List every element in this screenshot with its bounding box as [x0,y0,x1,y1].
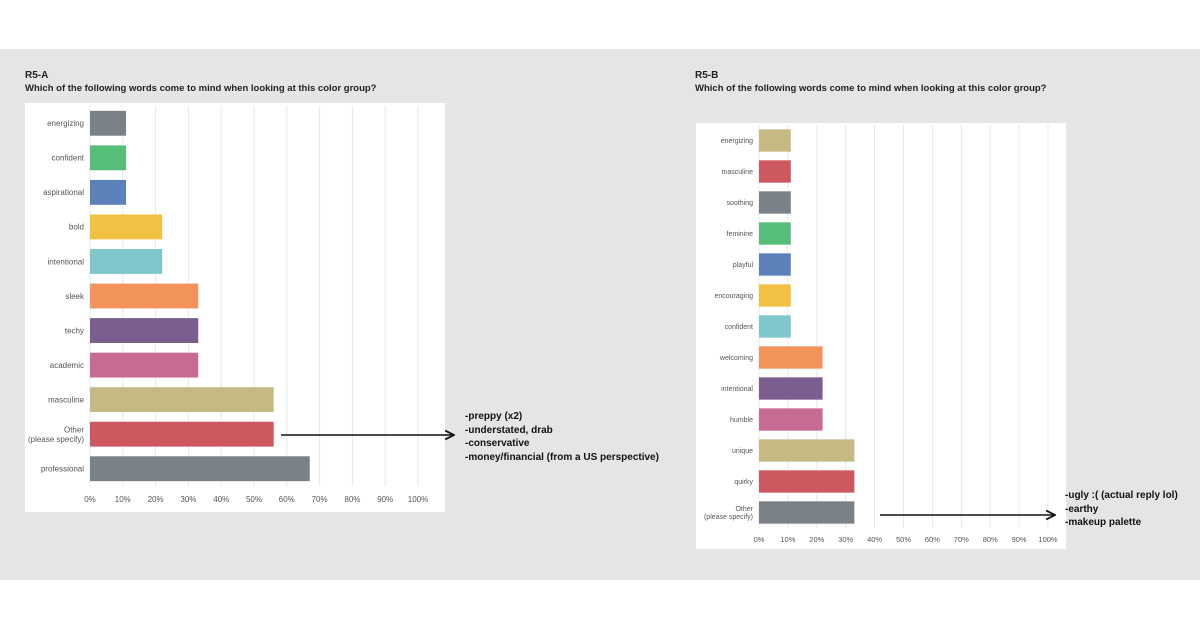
bar [90,456,310,482]
category-label: techy [65,326,84,335]
panel-b-annotation: -ugly :( (actual reply lol) -earthy -mak… [1065,489,1178,530]
category-label: sleek [65,292,85,301]
x-tick-label: 90% [377,495,393,504]
x-tick-label: 20% [809,535,824,544]
bar [759,284,791,307]
bar [90,421,274,447]
x-tick-label: 80% [983,535,998,544]
panel-a-chart-card: 0% 10% 20% 30% 40% 50% 60% 70% 80% 90% 100% energiz… [25,103,445,512]
category-label: Other (please specify) [28,426,84,444]
x-tick-label: 40% [867,535,882,544]
x-tick-label: 60% [279,495,295,504]
category-label: masculine [721,169,753,176]
category-label: confident [725,324,753,331]
x-tick-label: 0% [754,535,765,544]
bar [90,249,163,274]
x-tick-label: 50% [896,535,911,544]
category-label: intentional [721,386,753,393]
category-label: intentional [48,257,85,266]
category-label: quirky [734,479,753,486]
category-label: academic [50,361,84,370]
category-label: aspirational [43,188,84,197]
bar [90,110,127,136]
bar [90,214,163,240]
category-label: energizing [721,138,753,145]
bar [759,470,855,493]
bar [759,253,791,276]
bar [759,160,791,183]
x-tick-label: 30% [838,535,853,544]
bar [759,191,791,214]
category-label: welcoming [719,355,753,362]
bar [759,346,823,369]
x-tick-label: 90% [1012,535,1027,544]
panel-a-question: Which of the following words come to min… [25,83,377,94]
category-label: professional [41,465,84,474]
annotation-line: -ugly :( (actual reply lol) [1065,490,1178,501]
category-label: masculine [48,395,85,404]
category-label: Other (please specify) [704,506,754,521]
panel-b-question: Which of the following words come to min… [695,83,1047,94]
bar [759,408,823,431]
category-label: energizing [47,119,84,128]
bar [759,129,791,152]
category-label: unique [732,448,753,455]
bar [90,145,127,171]
bar [759,439,855,462]
x-tick-label: 70% [312,495,328,504]
annotation-line: -conservative [465,438,530,449]
bar [90,179,127,205]
panel-b-chart-card: 0% 10% 20% 30% 40% 50% 60% 70% 80% 90% 100% energiz… [696,123,1066,549]
annotation-line: -preppy (x2) [465,411,523,422]
x-tick-label: 50% [246,495,262,504]
annotation-line: -makeup palette [1065,517,1142,528]
bar [90,318,199,343]
x-tick-label: 100% [1038,535,1058,544]
bar [90,283,199,309]
bar [759,501,855,524]
category-label: bold [69,223,84,232]
bar [759,222,791,245]
x-tick-label: 100% [408,495,428,504]
x-tick-label: 20% [148,495,164,504]
bar [759,377,823,400]
category-label: encouraging [714,293,753,300]
panel-a-annotation: -preppy (x2) -understated, drab -conserv… [465,410,659,464]
panel-b-title: R5-B [695,70,719,81]
bar [759,315,791,338]
bar [90,352,199,378]
panel-a-bar-chart: 0% 10% 20% 30% 40% 50% 60% 70% 80% 90% 100% energiz… [28,106,428,504]
x-tick-label: 70% [954,535,969,544]
annotation-line: -money/financial (from a US perspective) [465,451,659,463]
category-label: soothing [727,200,754,207]
x-tick-label: 10% [115,495,131,504]
category-label: confident [52,154,85,163]
category-label: playful [733,262,754,269]
x-tick-label: 0% [84,495,96,504]
panel-b-bar-chart: 0% 10% 20% 30% 40% 50% 60% 70% 80% 90% 100% energiz… [704,125,1058,544]
category-label: feminine [727,231,754,238]
category-label: humble [730,417,753,424]
x-tick-label: 10% [780,535,795,544]
bar [90,387,274,413]
x-tick-label: 40% [213,495,229,504]
panel-a-title: R5-A [25,70,49,81]
x-tick-label: 80% [344,495,360,504]
annotation-line: -earthy [1065,503,1099,515]
annotation-line: -understated, drab [465,424,553,436]
x-tick-label: 30% [180,495,196,504]
x-tick-label: 60% [925,535,940,544]
